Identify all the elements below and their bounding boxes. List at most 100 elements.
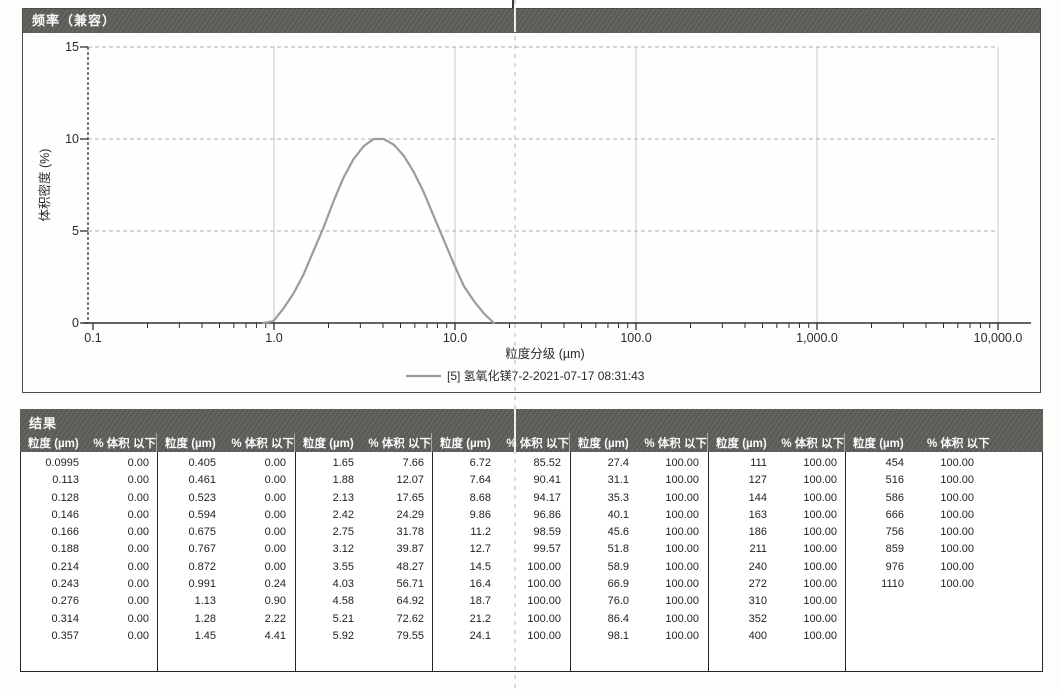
percent-volume-cell: 85.52 xyxy=(533,457,561,469)
percent-volume-cell: 100.00 xyxy=(803,543,837,556)
table-row: 2.13 17.65 xyxy=(296,490,432,507)
table-row: 0.314 0.00 xyxy=(21,611,157,628)
percent-volume-cell: 0.00 xyxy=(127,457,149,469)
table-row: 144 100.00 xyxy=(709,490,845,507)
table-row: 0.357 0.00 xyxy=(21,628,157,645)
percent-volume-cell: 100.00 xyxy=(527,560,561,573)
particle-size-cell: 58.9 xyxy=(607,560,629,573)
table-row: 111 100.00 xyxy=(709,455,845,472)
particle-size-cell: 0.461 xyxy=(188,474,216,487)
particle-size-cell: 127 xyxy=(748,474,767,487)
y-tick-label-5: 5 xyxy=(72,224,79,238)
table-row: 16.4 100.00 xyxy=(433,576,570,593)
percent-column-header: % 体积 以下 xyxy=(368,438,431,450)
particle-size-cell: 8.68 xyxy=(469,491,491,504)
percent-volume-cell: 48.27 xyxy=(396,560,424,573)
table-row: 0.405 0.00 xyxy=(158,455,295,472)
percent-volume-cell: 100.00 xyxy=(665,612,699,625)
percent-volume-cell: 0.24 xyxy=(264,578,286,591)
percent-volume-cell: 0.00 xyxy=(264,543,286,556)
particle-size-cell: 24.1 xyxy=(469,629,491,642)
percent-volume-cell: 100.00 xyxy=(803,474,837,487)
particle-size-cell: 666 xyxy=(885,508,904,521)
table-row: 586 100.00 xyxy=(846,490,1042,507)
percent-volume-cell: 24.29 xyxy=(396,508,424,521)
particle-size-cell: 1110 xyxy=(881,578,904,591)
table-row: 5.21 72.62 xyxy=(296,611,432,628)
distribution-curve xyxy=(262,137,495,325)
table-column-group: 27.4 100.00 31.1 100.00 35.3 100.00 40.1 100.00… xyxy=(571,452,709,671)
particle-size-cell: 98.1 xyxy=(607,629,629,642)
particle-size-cell: 16.4 xyxy=(469,578,491,591)
table-row: 9.86 96.86 xyxy=(433,507,570,524)
particle-size-cell: 0.675 xyxy=(188,526,216,539)
percent-volume-cell: 4.41 xyxy=(264,629,286,642)
table-row: 0.113 0.00 xyxy=(21,472,157,489)
table-row: 40.1 100.00 xyxy=(571,507,708,524)
table-row: 31.1 100.00 xyxy=(571,472,708,489)
table-row: 0.146 0.00 xyxy=(21,507,157,524)
particle-size-cell: 2.75 xyxy=(332,526,354,539)
percent-volume-cell: 39.87 xyxy=(396,543,424,556)
particle-size-cell: 0.357 xyxy=(51,629,79,642)
table-row: 976 100.00 xyxy=(846,559,1042,576)
percent-volume-cell: 0.00 xyxy=(264,560,286,573)
chart-title: 频率（兼容） xyxy=(32,13,117,28)
table-header-cell: 粒度 (µm) % 体积 以下 xyxy=(157,433,295,453)
particle-size-cell: 76.0 xyxy=(607,595,629,608)
particle-size-cell: 0.314 xyxy=(51,612,79,625)
particle-size-cell: 7.64 xyxy=(469,474,491,487)
table-row: 6.72 85.52 xyxy=(433,455,570,472)
percent-volume-cell: 94.17 xyxy=(533,491,561,504)
particle-size-cell: 240 xyxy=(748,560,767,573)
table-row: 45.6 100.00 xyxy=(571,524,708,541)
x-tick-label-2: 10.0 xyxy=(443,331,467,345)
percent-column-header: % 体积 以下 xyxy=(781,438,844,450)
table-header-cell: 粒度 (µm) % 体积 以下 xyxy=(708,433,845,453)
percent-volume-cell: 0.00 xyxy=(264,526,286,539)
percent-volume-cell: 100.00 xyxy=(665,526,699,539)
particle-size-cell: 6.72 xyxy=(469,457,491,469)
percent-volume-cell: 100.00 xyxy=(940,526,974,539)
particle-size-cell: 86.4 xyxy=(607,612,629,625)
percent-volume-cell: 64.92 xyxy=(396,595,424,608)
particle-size-cell: 0.128 xyxy=(51,491,79,504)
y-axis-label: 体积密度 (%) xyxy=(37,149,52,222)
particle-size-cell: 27.4 xyxy=(607,457,629,469)
particle-size-cell: 0.276 xyxy=(51,595,79,608)
table-column-group: 0.405 0.00 0.461 0.00 0.523 0.00 0.594 0.00 0.67… xyxy=(158,452,296,671)
particle-size-cell: 976 xyxy=(885,560,904,573)
percent-volume-cell: 100.00 xyxy=(665,457,699,469)
table-row: 516 100.00 xyxy=(846,472,1042,489)
percent-volume-cell: 17.65 xyxy=(396,491,424,504)
percent-volume-cell: 100.00 xyxy=(527,595,561,608)
percent-volume-cell: 100.00 xyxy=(803,578,837,591)
table-header-row: 粒度 (µm)% 体积 以下 粒度 (µm)% 体积 以下 粒度 (µm)% 体积 … xyxy=(20,433,1043,453)
percent-volume-cell: 0.00 xyxy=(264,474,286,487)
x-tick-label-3: 100.0 xyxy=(620,331,651,345)
chart-axes xyxy=(80,46,1031,330)
y-tick-label-15: 15 xyxy=(65,40,79,54)
table-row: 1110 100.00 xyxy=(846,576,1042,593)
percent-volume-cell: 0.00 xyxy=(127,474,149,487)
percent-volume-cell: 100.00 xyxy=(940,560,974,573)
particle-size-cell: 1.88 xyxy=(332,474,354,487)
percent-volume-cell: 100.00 xyxy=(803,629,837,642)
particle-size-cell: 0.405 xyxy=(188,457,216,469)
percent-volume-cell: 0.00 xyxy=(264,457,286,469)
particle-size-cell: 516 xyxy=(885,474,904,487)
size-column-header: 粒度 (µm) xyxy=(578,438,629,450)
percent-volume-cell: 0.00 xyxy=(127,508,149,521)
table-row: 8.68 94.17 xyxy=(433,490,570,507)
particle-size-cell: 211 xyxy=(749,543,767,556)
table-row: 24.1 100.00 xyxy=(433,628,570,645)
table-row: 11.2 98.59 xyxy=(433,524,570,541)
percent-volume-cell: 100.00 xyxy=(665,491,699,504)
particle-size-cell: 2.42 xyxy=(332,508,354,521)
particle-size-cell: 1.45 xyxy=(194,629,216,642)
table-header-cell: 粒度 (µm) % 体积 以下 xyxy=(845,433,1043,453)
particle-size-cell: 18.7 xyxy=(469,595,491,608)
percent-volume-cell: 100.00 xyxy=(803,560,837,573)
table-row: 1.13 0.90 xyxy=(158,593,295,610)
percent-volume-cell: 0.00 xyxy=(127,491,149,504)
